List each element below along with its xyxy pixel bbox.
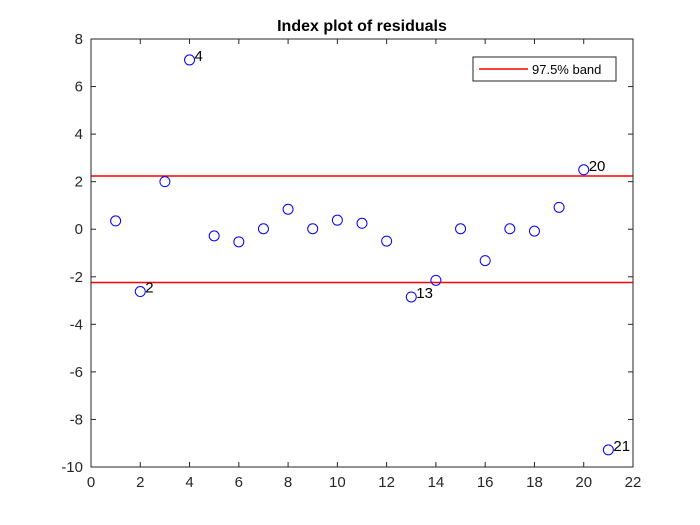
- x-tick-label: 12: [378, 474, 395, 491]
- y-tick-label: 6: [75, 79, 83, 96]
- data-point: [504, 223, 516, 235]
- x-tick-label: 14: [428, 474, 445, 491]
- y-tick-label: -2: [70, 269, 83, 286]
- data-point: [282, 203, 294, 215]
- legend-label: 97.5% band: [532, 62, 601, 77]
- y-tick-label: -8: [70, 411, 83, 428]
- x-tick-label: 4: [185, 474, 193, 491]
- legend: 97.5% band: [472, 56, 617, 82]
- data-points: [110, 54, 614, 456]
- y-tick-label: -4: [70, 316, 83, 333]
- plot-frame: [90, 38, 634, 468]
- chart-title: Index plot of residuals: [277, 18, 447, 35]
- data-point: [578, 164, 590, 176]
- point-annotations: 4 2 13 20 21: [145, 48, 630, 455]
- data-point: [553, 201, 565, 213]
- x-tick-label: 8: [284, 474, 292, 491]
- data-point: [331, 214, 343, 226]
- data-point: [134, 286, 146, 298]
- data-point: [356, 217, 368, 229]
- data-point: [208, 230, 220, 242]
- point-label: 4: [195, 48, 203, 65]
- x-tick-label: 20: [575, 474, 592, 491]
- x-tick-label: 10: [329, 474, 346, 491]
- data-point: [381, 235, 393, 247]
- data-point: [455, 223, 467, 235]
- y-tick-label: 8: [75, 31, 83, 48]
- data-point: [184, 54, 196, 66]
- point-label: 21: [613, 438, 630, 455]
- band-lines: [91, 175, 633, 284]
- data-point: [307, 223, 319, 235]
- data-point: [110, 215, 122, 227]
- y-tick-label: 2: [75, 174, 83, 191]
- x-tick-label: 22: [625, 474, 642, 491]
- data-point: [405, 291, 417, 303]
- data-point: [159, 176, 171, 188]
- axis-ticks: 0 2 4 6 8 10 12 14 16 18 20 22 -10 -8 -6 -4 -2 0 2 4 6 8: [61, 31, 641, 491]
- x-tick-label: 16: [477, 474, 494, 491]
- plot-area: [91, 39, 633, 467]
- x-tick-label: 0: [87, 474, 95, 491]
- x-tick-label: 6: [235, 474, 243, 491]
- x-tick-label: 18: [526, 474, 543, 491]
- data-point: [257, 223, 269, 235]
- point-label: 2: [145, 280, 153, 297]
- x-tick-label: 2: [136, 474, 144, 491]
- y-tick-label: 0: [75, 221, 83, 238]
- data-point: [233, 236, 245, 248]
- point-label: 13: [416, 285, 433, 302]
- y-tick-label: -6: [70, 364, 83, 381]
- data-point: [479, 255, 491, 267]
- y-tick-label: 4: [75, 126, 83, 143]
- point-label: 20: [589, 158, 606, 175]
- data-point: [430, 274, 442, 286]
- y-tick-label: -10: [61, 459, 83, 476]
- data-point: [602, 444, 614, 456]
- data-point: [528, 225, 540, 237]
